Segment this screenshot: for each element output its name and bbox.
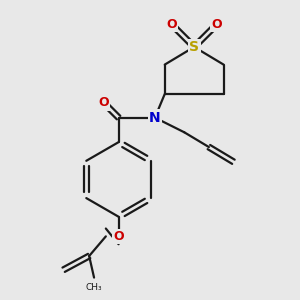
Text: O: O (99, 96, 109, 110)
Text: CH₃: CH₃ (86, 283, 102, 292)
Text: O: O (212, 18, 222, 31)
Text: N: N (149, 111, 161, 124)
Text: S: S (189, 40, 199, 54)
Text: O: O (166, 18, 177, 31)
Text: O: O (113, 230, 124, 243)
